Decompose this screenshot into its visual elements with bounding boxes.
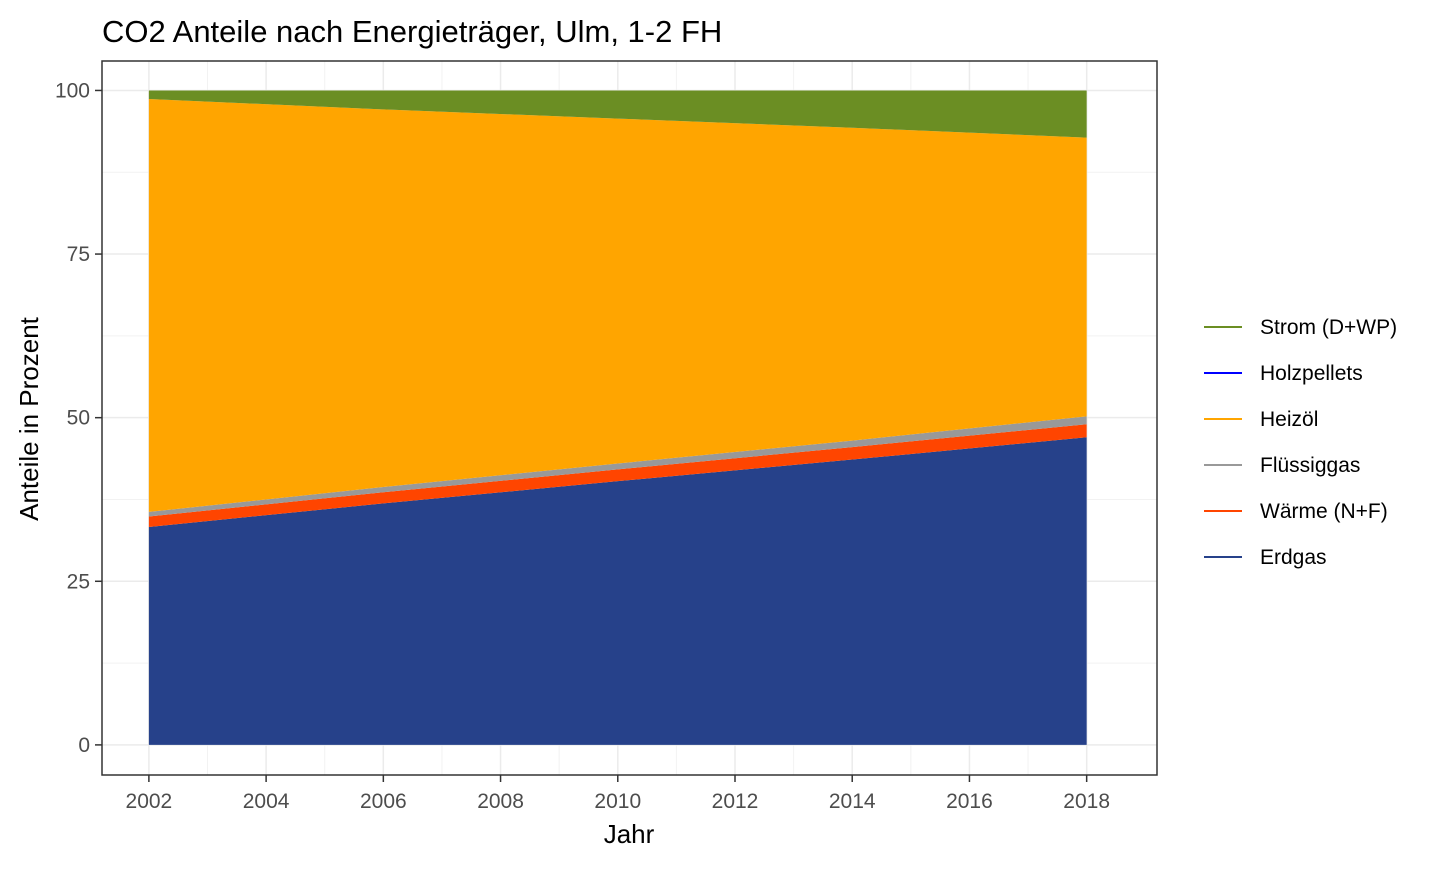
legend-label: Holzpellets bbox=[1260, 362, 1363, 385]
y-tick-label: 50 bbox=[67, 407, 90, 430]
y-axis-title: Anteile in Prozent bbox=[14, 316, 44, 521]
area-erdgas bbox=[148, 437, 1087, 745]
legend-item: Heizöl bbox=[1204, 408, 1318, 431]
legend-item: Erdgas bbox=[1204, 546, 1327, 569]
x-tick-label: 2002 bbox=[126, 790, 173, 813]
legend-label: Flüssiggas bbox=[1260, 454, 1360, 477]
y-tick-label: 100 bbox=[55, 79, 90, 102]
area-series bbox=[148, 90, 1087, 745]
x-axis-title: Jahr bbox=[604, 819, 655, 849]
area-heizöl bbox=[148, 98, 1087, 512]
chart-title: CO2 Anteile nach Energieträger, Ulm, 1-2… bbox=[102, 14, 722, 49]
area-strom-d-wp bbox=[148, 90, 1087, 138]
x-tick-label: 2006 bbox=[360, 790, 407, 813]
legend-label: Strom (D+WP) bbox=[1260, 316, 1397, 339]
x-tick-label: 2018 bbox=[1063, 790, 1110, 813]
x-tick-label: 2010 bbox=[594, 790, 641, 813]
legend-label: Erdgas bbox=[1260, 546, 1327, 569]
y-tick-label: 0 bbox=[78, 734, 90, 757]
x-tick-label: 2014 bbox=[829, 790, 876, 813]
legend: Strom (D+WP) Holzpellets Heizöl Flüssiggas W… bbox=[1204, 316, 1397, 569]
y-axis: 0 25 50 75 100 bbox=[55, 79, 102, 757]
legend-item: Flüssiggas bbox=[1204, 454, 1360, 477]
legend-item: Holzpellets bbox=[1204, 362, 1363, 385]
x-tick-label: 2016 bbox=[946, 790, 993, 813]
legend-label: Wärme (N+F) bbox=[1260, 500, 1388, 523]
x-tick-label: 2008 bbox=[477, 790, 524, 813]
legend-item: Wärme (N+F) bbox=[1204, 500, 1388, 523]
x-tick-label: 2004 bbox=[243, 790, 290, 813]
legend-item: Strom (D+WP) bbox=[1204, 316, 1397, 339]
x-axis: 2002 2004 2006 2008 2010 2012 2014 2016 2018 bbox=[126, 775, 1110, 813]
x-tick-label: 2012 bbox=[712, 790, 759, 813]
y-tick-label: 25 bbox=[67, 570, 90, 593]
y-tick-label: 75 bbox=[67, 243, 90, 266]
area-wärme-n-f bbox=[148, 424, 1087, 527]
area-flüssiggas bbox=[148, 416, 1087, 517]
legend-label: Heizöl bbox=[1260, 408, 1318, 431]
